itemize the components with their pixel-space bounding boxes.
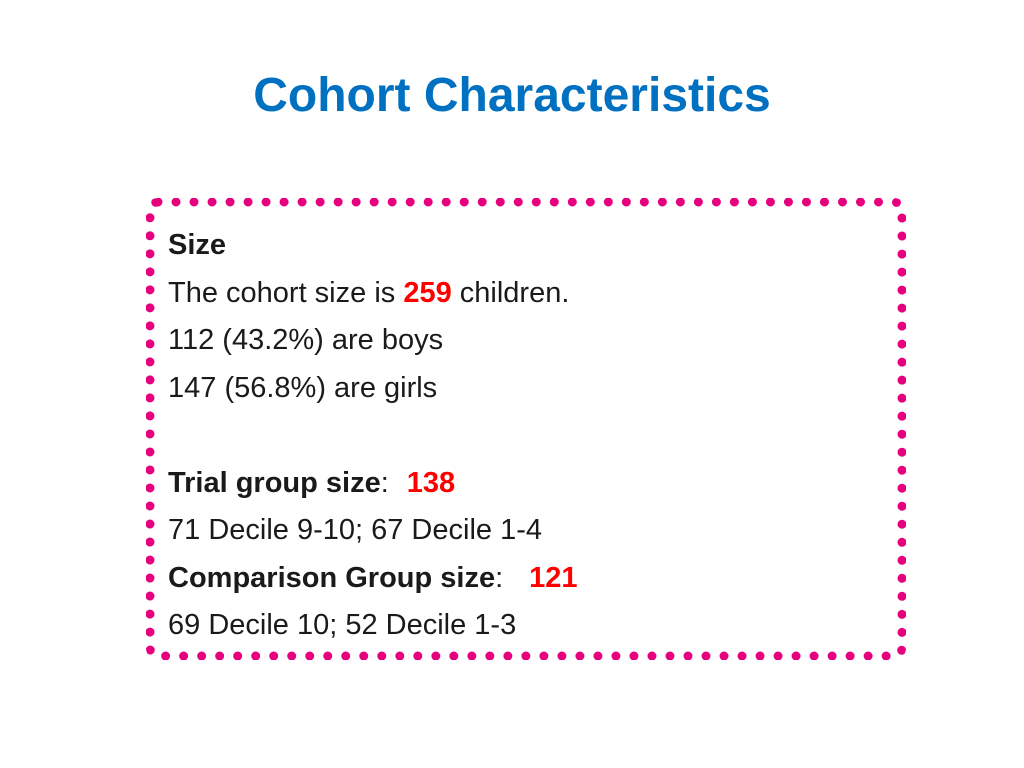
trial-group-separator: : bbox=[380, 466, 389, 499]
section-spacer bbox=[168, 412, 888, 460]
cohort-size-suffix: children. bbox=[451, 276, 570, 309]
dotted-border-box bbox=[146, 198, 906, 660]
trial-group-detail: 71 Decile 9-10; 67 Decile 1-4 bbox=[168, 514, 542, 546]
cohort-size-line: The cohort size is 259 children. bbox=[168, 270, 888, 318]
comparison-group-separator: : bbox=[495, 561, 504, 594]
trial-group-line: Trial group size: 138 bbox=[168, 460, 888, 508]
cohort-size-prefix: The cohort size is bbox=[168, 276, 404, 309]
cohort-size-value: 259 bbox=[403, 276, 452, 309]
comparison-group-detail: 69 Decile 10; 52 Decile 1-3 bbox=[168, 609, 517, 641]
slide-title: Cohort Characteristics bbox=[253, 69, 771, 122]
trial-group-label: Trial group size bbox=[168, 466, 381, 499]
boys-count-line: 112 (43.2%) are boys bbox=[168, 324, 444, 356]
comparison-group-value: 121 bbox=[529, 561, 578, 594]
size-heading: Size bbox=[168, 229, 227, 261]
girls-count-line: 147 (56.8%) are girls bbox=[168, 371, 438, 404]
cohort-details: Size The cohort size is 259 children. 11… bbox=[168, 222, 888, 650]
trial-group-value: 138 bbox=[406, 466, 456, 499]
comparison-group-line: Comparison Group size: 121 bbox=[168, 555, 888, 603]
comparison-group-label: Comparison Group size bbox=[168, 561, 496, 594]
